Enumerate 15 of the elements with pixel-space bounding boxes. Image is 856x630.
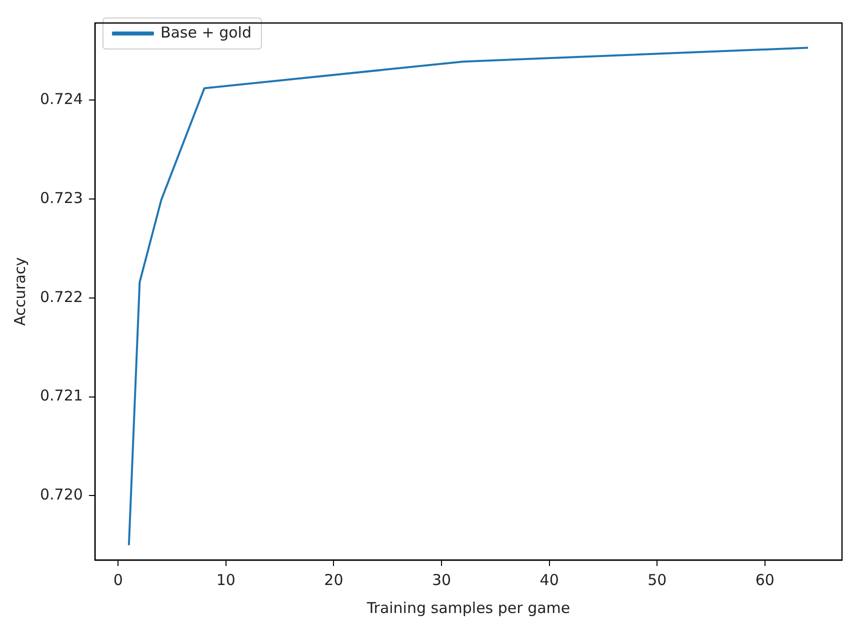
x-tick-label: 0 [113,570,123,589]
legend-label: Base + gold [160,23,252,42]
x-tick-label: 30 [432,570,452,589]
y-tick-label: 0.724 [40,90,83,108]
y-tick-label: 0.721 [40,386,83,405]
y-tick-label: 0.723 [40,188,83,207]
x-tick-label: 40 [540,570,559,589]
x-axis-title: Training samples per game [366,598,570,617]
y-axis-title: Accuracy [10,257,29,326]
x-tick-label: 60 [755,570,774,589]
x-tick-label: 50 [648,570,667,589]
y-tick-label: 0.722 [40,288,83,306]
x-tick-label: 20 [324,570,344,589]
x-tick-label: 10 [216,570,236,589]
y-tick-label: 0.720 [40,486,83,504]
